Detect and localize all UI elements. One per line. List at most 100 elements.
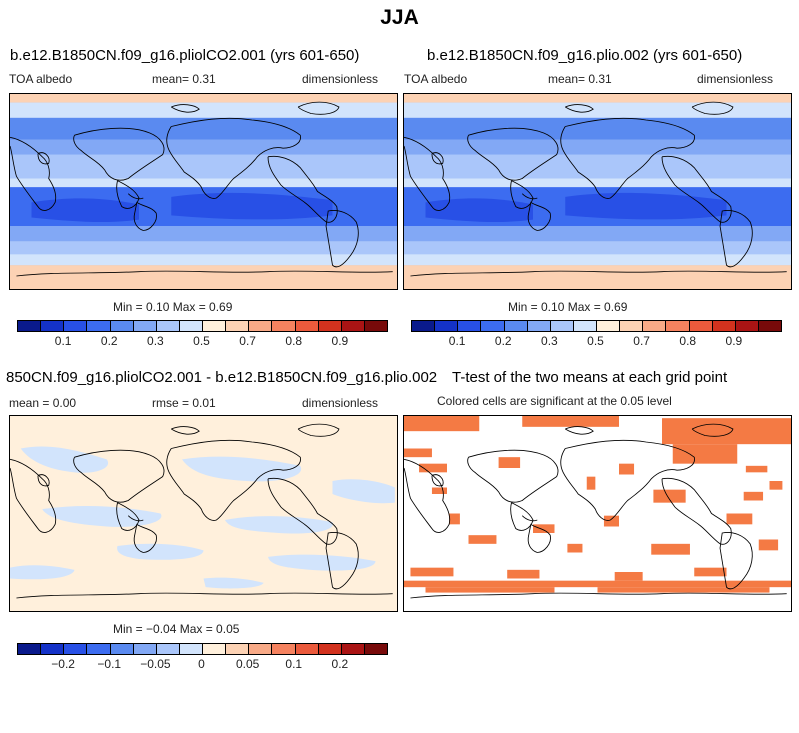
colorbar-tick-label: 0.9 xyxy=(331,334,349,348)
panel4-coastlines xyxy=(404,423,787,599)
colorbar-swatch xyxy=(341,644,365,654)
colorbar-swatch xyxy=(133,644,157,654)
colorbar-swatch xyxy=(620,321,644,331)
colorbar-tick-label: 0.05 xyxy=(235,657,260,671)
colorbar-tick-label: 0.8 xyxy=(285,334,303,348)
colorbar-tick-label: 0.5 xyxy=(587,334,604,348)
panel2-title: b.e12.B1850CN.f09_g16.plio.002 (yrs 601-… xyxy=(427,47,743,64)
panel3-map-svg xyxy=(10,416,397,611)
colorbar-tick-label: 0.2 xyxy=(494,334,512,348)
colorbar-swatch xyxy=(458,321,482,331)
panel3-rmse: rmse = 0.01 xyxy=(152,396,216,410)
colorbar-swatch xyxy=(249,321,273,331)
panel1-variable: TOA albedo xyxy=(9,72,73,86)
panel4-title: T-test of the two means at each grid poi… xyxy=(452,369,728,386)
colorbar-swatch xyxy=(341,321,365,331)
colorbar-absolute-2 xyxy=(411,320,782,332)
panel3-minmax: Min = −0.04 Max = 0.05 xyxy=(113,622,240,636)
colorbar-tick-label: 0.1 xyxy=(448,334,466,348)
panel1-map-svg xyxy=(10,94,397,289)
colorbar-swatch xyxy=(504,321,528,331)
colorbar-swatch xyxy=(318,644,342,654)
colorbar-swatch xyxy=(110,644,134,654)
colorbar-tick-label: 0.2 xyxy=(100,334,118,348)
colorbar-swatch xyxy=(249,644,273,654)
colorbar-tick-label: 0.5 xyxy=(193,334,210,348)
panel1-units: dimensionless xyxy=(302,72,379,86)
figure-title: JJA xyxy=(380,6,419,29)
colorbar-tick-label: 0.9 xyxy=(725,334,743,348)
panel2-mean: mean= 0.31 xyxy=(548,72,612,86)
colorbar-tick-label: 0.2 xyxy=(331,657,349,671)
panel3-coastlines xyxy=(10,423,393,599)
panel3-mean: mean = 0.00 xyxy=(9,396,77,410)
panel1-mean: mean= 0.31 xyxy=(152,72,216,86)
significant-cells xyxy=(404,416,791,593)
panel1-coastlines xyxy=(10,101,393,277)
colorbar-swatch xyxy=(18,321,42,331)
colorbar-swatch xyxy=(318,321,342,331)
panel4-subtitle: Colored cells are significant at the 0.0… xyxy=(437,394,672,408)
colorbar-absolute-1 xyxy=(17,320,388,332)
colorbar-swatch xyxy=(179,644,203,654)
colorbar-tick-label: 0.7 xyxy=(239,334,256,348)
panel1-map xyxy=(9,93,398,290)
colorbar-swatch xyxy=(64,644,88,654)
colorbar-tick-label: 0.7 xyxy=(633,334,650,348)
panel3-map xyxy=(9,415,398,612)
colorbar-swatch xyxy=(364,644,387,654)
colorbar-tick-label: −0.05 xyxy=(140,657,171,671)
colorbar-swatch xyxy=(179,321,203,331)
colorbar-tick-label: 0.1 xyxy=(285,657,303,671)
panel1-title: b.e12.B1850CN.f09_g16.pliolCO2.001 (yrs … xyxy=(10,47,360,64)
panel2-units: dimensionless xyxy=(697,72,774,86)
colorbar-tick-label: 0.3 xyxy=(147,334,164,348)
panel4-map xyxy=(403,415,792,612)
colorbar-swatch xyxy=(597,321,621,331)
colorbar-swatch xyxy=(412,321,436,331)
colorbar-tick-label: −0.2 xyxy=(51,657,75,671)
colorbar-swatch xyxy=(41,321,65,331)
colorbar-swatch xyxy=(295,644,319,654)
colorbar-swatch xyxy=(550,321,574,331)
colorbar-swatch xyxy=(689,321,713,331)
colorbar-swatch xyxy=(272,644,296,654)
colorbar-swatch xyxy=(226,321,250,331)
colorbar-swatch xyxy=(481,321,505,331)
colorbar-tick-label: 0 xyxy=(198,657,205,671)
colorbar-swatch xyxy=(18,644,42,654)
colorbar-swatch xyxy=(758,321,781,331)
colorbar-swatch xyxy=(226,644,250,654)
colorbar-swatch xyxy=(364,321,387,331)
colorbar-swatch xyxy=(87,644,111,654)
colorbar-swatch xyxy=(712,321,736,331)
panel2-map-svg xyxy=(404,94,791,289)
colorbar-swatch xyxy=(435,321,459,331)
colorbar-swatch xyxy=(64,321,88,331)
colorbar-swatch xyxy=(156,321,180,331)
panel1-minmax: Min = 0.10 Max = 0.69 xyxy=(113,300,233,314)
colorbar-swatch xyxy=(156,644,180,654)
colorbar-swatch xyxy=(295,321,319,331)
colorbar-swatch xyxy=(527,321,551,331)
colorbar-tick-label: −0.1 xyxy=(97,657,122,671)
panel2-coastlines xyxy=(404,101,787,277)
colorbar-difference xyxy=(17,643,388,655)
colorbar-swatch xyxy=(272,321,296,331)
colorbar-swatch xyxy=(41,644,65,654)
colorbar-tick-label: 0.1 xyxy=(54,334,72,348)
colorbar-swatch xyxy=(203,644,227,654)
panel3-title: 850CN.f09_g16.pliolCO2.001 - b.e12.B1850… xyxy=(6,369,438,386)
colorbar-swatch xyxy=(87,321,111,331)
colorbar-swatch xyxy=(666,321,690,331)
colorbar-swatch xyxy=(735,321,759,331)
colorbar-swatch xyxy=(203,321,227,331)
colorbar-tick-label: 0.8 xyxy=(679,334,697,348)
panel2-map xyxy=(403,93,792,290)
panel2-variable: TOA albedo xyxy=(404,72,468,86)
colorbar-swatch xyxy=(110,321,134,331)
panel3-units: dimensionless xyxy=(302,396,379,410)
colorbar-swatch xyxy=(643,321,667,331)
panel4-map-svg xyxy=(404,416,791,611)
panel2-minmax: Min = 0.10 Max = 0.69 xyxy=(508,300,628,314)
